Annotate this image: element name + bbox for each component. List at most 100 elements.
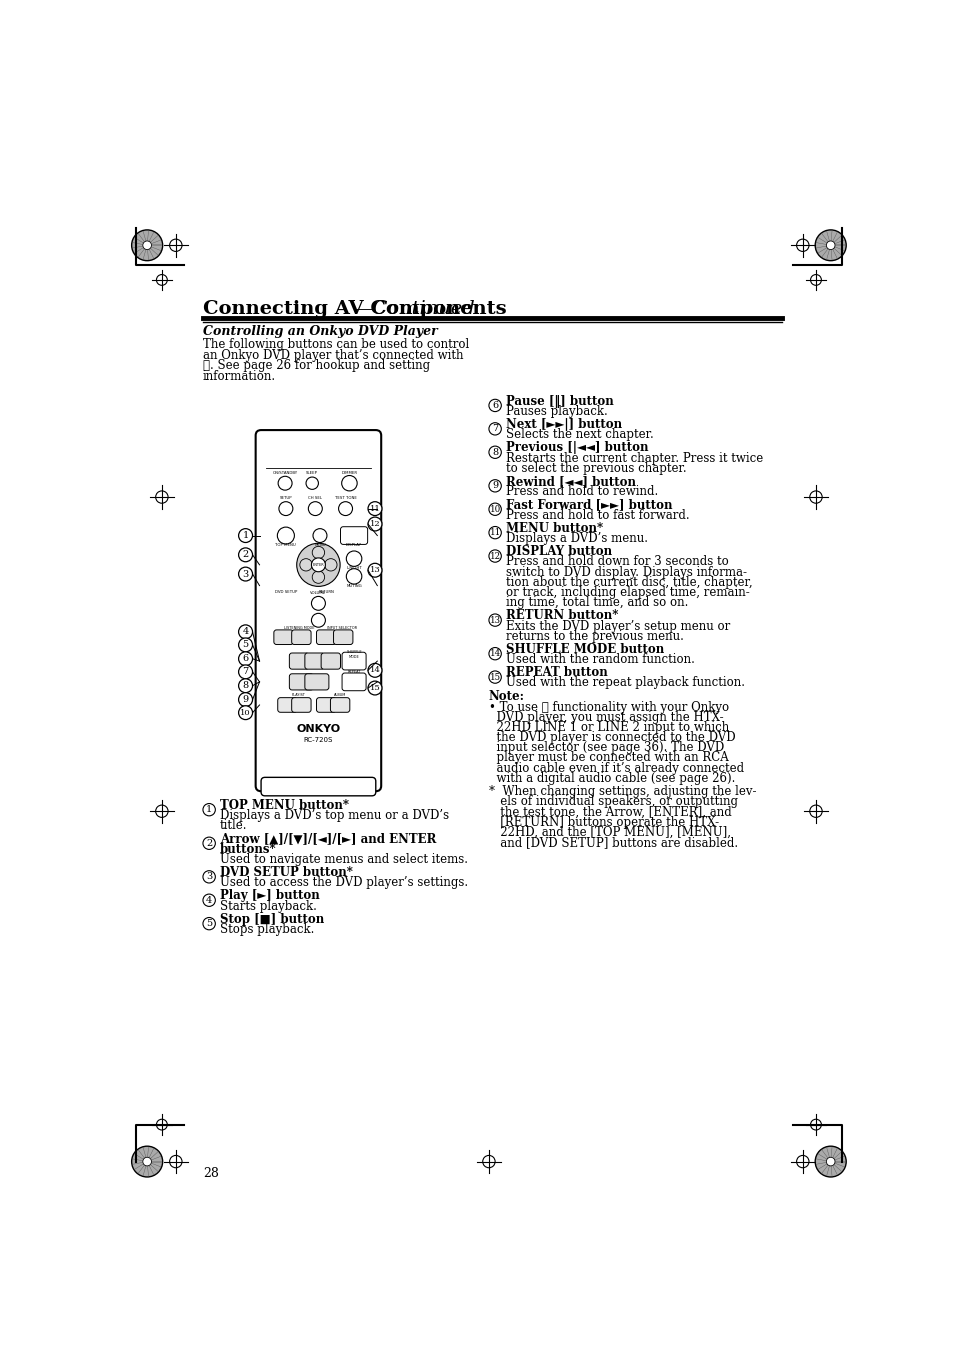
Text: 10: 10 [240,709,251,716]
Circle shape [132,1146,162,1177]
Text: Arrow [▲]/[▼]/[◄]/[►] and ENTER: Arrow [▲]/[▼]/[◄]/[►] and ENTER [220,832,436,846]
Circle shape [488,503,500,515]
FancyBboxPatch shape [277,697,296,712]
FancyBboxPatch shape [334,630,353,644]
Circle shape [488,671,500,684]
Circle shape [203,838,215,850]
Circle shape [311,558,325,571]
Text: 5: 5 [242,640,249,650]
Text: ENTER: ENTER [313,563,324,567]
Circle shape [296,543,340,586]
Circle shape [308,501,322,516]
FancyBboxPatch shape [255,430,381,792]
Text: ON/STANDBY: ON/STANDBY [273,471,297,476]
Text: Pause [‖] button: Pause [‖] button [505,394,613,408]
Circle shape [238,528,253,543]
Circle shape [132,230,162,261]
Text: 22HD, and the [TOP MENU], [MENU],: 22HD, and the [TOP MENU], [MENU], [488,825,730,839]
Circle shape [488,550,500,562]
Text: SHUFFLE MODE button: SHUFFLE MODE button [505,643,663,657]
Circle shape [488,647,500,659]
Text: Pauses playback.: Pauses playback. [505,405,607,417]
Text: RC-720S: RC-720S [303,736,333,743]
Text: DVD SETUP button*: DVD SETUP button* [220,866,353,880]
Circle shape [368,563,381,577]
Circle shape [238,626,253,639]
Text: REPEAT button: REPEAT button [505,666,607,680]
Text: MENU: MENU [314,543,325,547]
Text: 3: 3 [206,873,213,881]
Circle shape [143,1158,152,1166]
Text: 4: 4 [206,896,213,905]
FancyBboxPatch shape [342,673,366,690]
Circle shape [238,549,253,562]
FancyBboxPatch shape [342,653,366,670]
Text: Displays a DVD’s top menu or a DVD’s: Displays a DVD’s top menu or a DVD’s [220,809,449,823]
Circle shape [299,559,312,571]
Circle shape [312,571,324,584]
Text: 13: 13 [489,616,500,624]
Text: audio cable even if it’s already connected: audio cable even if it’s already connect… [488,762,743,774]
Circle shape [311,613,325,627]
Text: Stops playback.: Stops playback. [220,923,314,936]
Circle shape [488,613,500,627]
FancyBboxPatch shape [305,674,329,690]
Text: DVD SETUP: DVD SETUP [274,590,296,594]
Text: els of individual speakers, or outputting: els of individual speakers, or outputtin… [488,796,738,808]
Circle shape [203,894,215,907]
Text: —Continued: —Continued [354,300,475,317]
Circle shape [825,240,834,250]
Text: ing time, total time, and so on.: ing time, total time, and so on. [505,596,688,609]
Text: SLEEP: SLEEP [306,471,318,476]
Circle shape [238,678,253,693]
Circle shape [488,480,500,492]
FancyBboxPatch shape [289,674,313,690]
Text: TOP MENU: TOP MENU [275,543,296,547]
Text: 12: 12 [489,551,500,561]
Text: TOP MENU button*: TOP MENU button* [220,798,349,812]
Circle shape [338,501,353,516]
Circle shape [143,240,152,250]
Text: L.NIGHT: L.NIGHT [346,566,361,570]
Circle shape [815,1146,845,1177]
Text: Controlling an Onkyo DVD Player: Controlling an Onkyo DVD Player [203,324,437,338]
Text: with a digital audio cable (see page 26).: with a digital audio cable (see page 26)… [488,771,735,785]
Text: TEST TONE: TEST TONE [335,496,356,500]
Text: 8: 8 [242,681,249,690]
Text: 1: 1 [206,805,213,815]
Text: 10: 10 [489,505,500,513]
Text: • To use Ⓛ functionality with your Onkyo: • To use Ⓛ functionality with your Onkyo [488,701,728,713]
Text: 4: 4 [242,627,249,636]
Circle shape [488,446,500,458]
Text: LISTENING MODE: LISTENING MODE [283,626,314,630]
Text: Press and hold down for 3 seconds to: Press and hold down for 3 seconds to [505,555,728,569]
Text: 5: 5 [206,919,212,928]
Circle shape [238,693,253,707]
Text: Rewind [◄◄] button: Rewind [◄◄] button [505,476,636,488]
Text: 2: 2 [206,839,213,848]
Text: MENU button*: MENU button* [505,521,602,535]
Text: SETUP: SETUP [279,496,292,500]
Text: Previous [|◄◄] button: Previous [|◄◄] button [505,442,648,454]
Text: Used with the repeat playback function.: Used with the repeat playback function. [505,677,744,689]
Circle shape [238,638,253,651]
Circle shape [488,400,500,412]
Text: 12: 12 [370,520,380,528]
Circle shape [238,567,253,581]
Text: or track, including elapsed time, remain-: or track, including elapsed time, remain… [505,586,749,598]
Text: 3: 3 [242,570,249,578]
Text: 15: 15 [369,684,380,692]
Text: the test tone, the Arrow, [ENTER], and: the test tone, the Arrow, [ENTER], and [488,805,731,819]
Circle shape [311,596,325,611]
Text: Ⓛ. See page 26 for hookup and setting: Ⓛ. See page 26 for hookup and setting [203,359,430,373]
Text: 7: 7 [492,424,497,434]
Text: 7: 7 [242,667,249,677]
Text: [RETURN] buttons operate the HTX-: [RETURN] buttons operate the HTX- [488,816,719,828]
FancyBboxPatch shape [316,630,335,644]
Circle shape [238,705,253,720]
FancyBboxPatch shape [316,697,335,712]
FancyBboxPatch shape [321,653,340,669]
Text: an Onkyo DVD player that’s connected with: an Onkyo DVD player that’s connected wit… [203,349,463,362]
Text: DISPLAY: DISPLAY [346,543,362,547]
Text: and [DVD SETUP] buttons are disabled.: and [DVD SETUP] buttons are disabled. [488,836,738,848]
